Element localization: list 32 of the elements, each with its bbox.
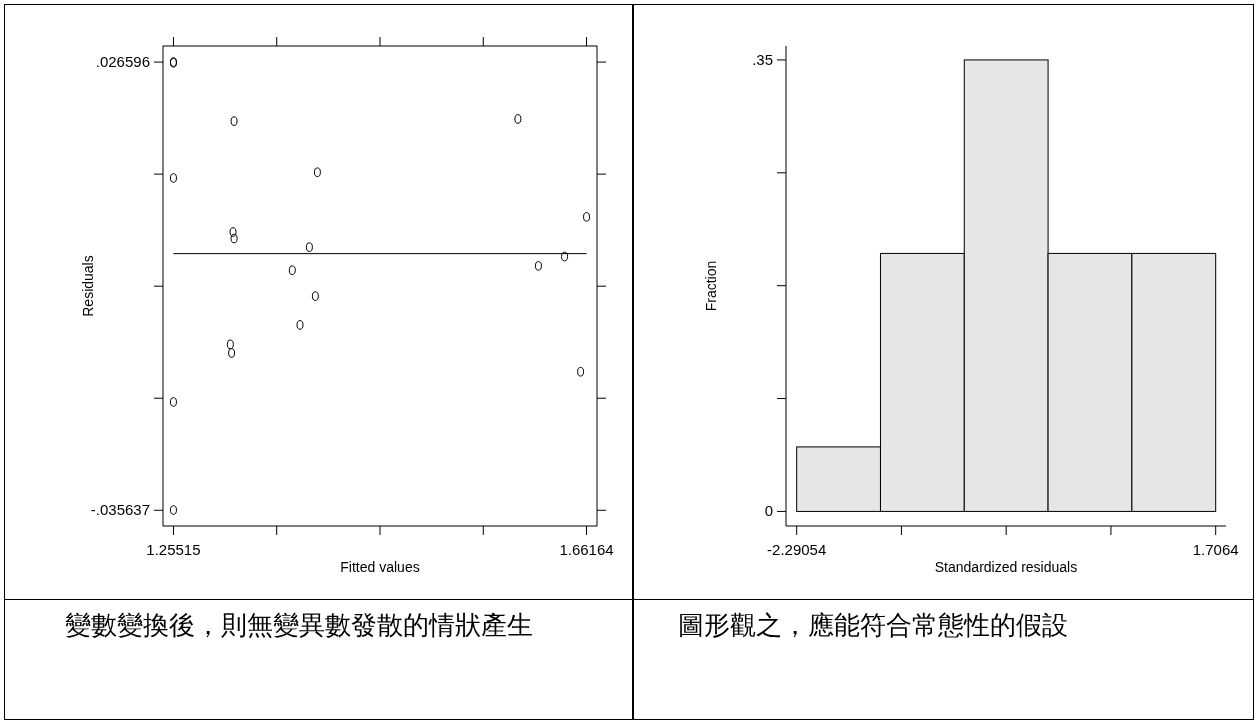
point bbox=[561, 251, 569, 262]
point bbox=[229, 227, 237, 237]
y-axis-title: Fraction bbox=[703, 260, 719, 312]
y-tick-label: 0 bbox=[764, 502, 773, 520]
x-axis-title: Fitted values bbox=[340, 559, 420, 575]
point bbox=[230, 116, 238, 126]
point bbox=[311, 291, 319, 301]
y-axis-title: Residuals bbox=[80, 255, 96, 317]
point bbox=[169, 505, 177, 515]
y-tick-label: .35 bbox=[752, 50, 773, 68]
x-tick-label: -2.29054 bbox=[767, 541, 827, 558]
x-tick-label: 1.7064 bbox=[1192, 541, 1239, 558]
point bbox=[230, 233, 238, 244]
text: 變數變換後，則無變異數發散的情狀產生 bbox=[64, 609, 534, 642]
text: 圖形觀之，應能符合常態性的假設 bbox=[677, 609, 1069, 642]
point bbox=[228, 348, 236, 358]
point bbox=[169, 397, 177, 407]
x-tick-label: 1.25515 bbox=[146, 541, 201, 558]
point bbox=[296, 320, 304, 330]
point bbox=[583, 212, 591, 222]
point bbox=[288, 265, 296, 275]
point bbox=[313, 167, 321, 178]
point bbox=[226, 339, 234, 350]
y-tick-label: .026596 bbox=[95, 53, 150, 71]
point bbox=[577, 366, 585, 377]
x-tick-label: 1.66164 bbox=[559, 541, 614, 558]
point bbox=[534, 261, 542, 271]
point bbox=[514, 114, 522, 124]
y-tick-label: -.035637 bbox=[90, 501, 150, 519]
point bbox=[305, 242, 313, 252]
point bbox=[169, 173, 177, 183]
x-axis-title: Standardized residuals bbox=[934, 559, 1078, 575]
